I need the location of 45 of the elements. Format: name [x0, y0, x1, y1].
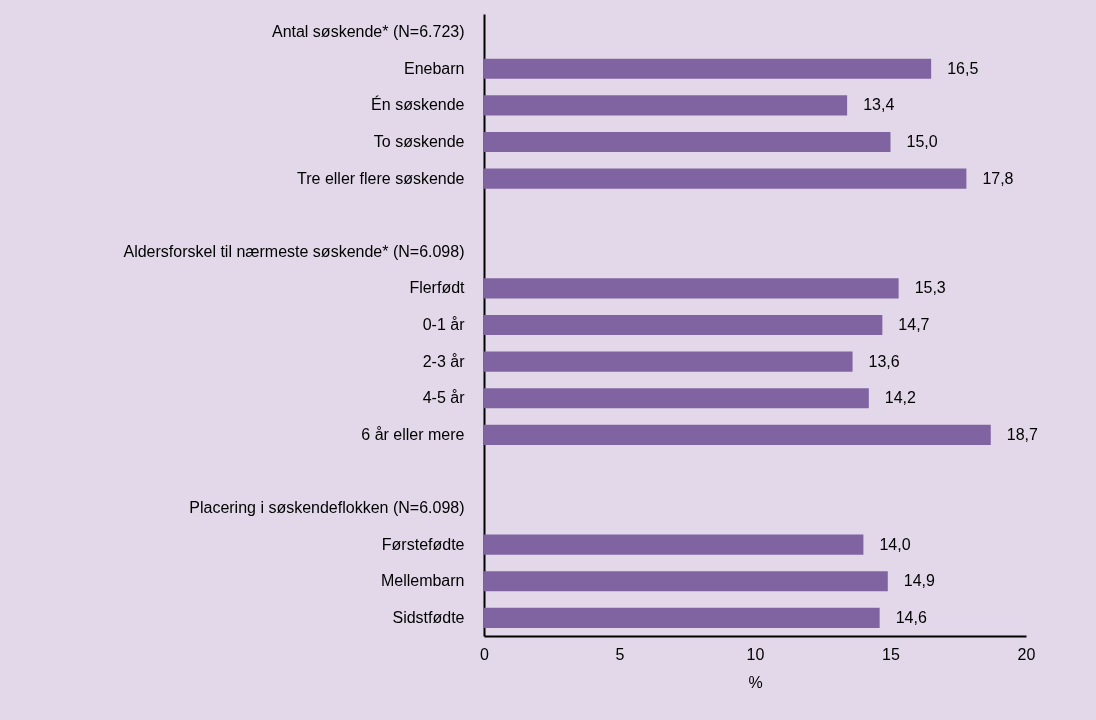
- y-tick-label: Én søskende: [371, 95, 465, 114]
- data-label: 14,6: [895, 608, 927, 626]
- y-tick-label: Sidstfødte: [392, 608, 465, 626]
- data-label: 17,8: [982, 169, 1014, 187]
- data-label: 15,3: [914, 279, 946, 297]
- y-tick-label: Aldersforskel til nærmeste søskende* (N=6.098): [123, 242, 465, 260]
- y-tick-label: 0-1 år: [422, 316, 466, 333]
- x-tick-label: 20: [1017, 645, 1036, 663]
- bar: [484, 168, 967, 189]
- bar: [484, 95, 848, 116]
- y-tick-label: Antal søskende* (N=6.723): [271, 23, 465, 41]
- data-label: 15,0: [906, 132, 938, 150]
- x-tick-label: 15: [882, 645, 900, 663]
- x-tick-label: 10: [746, 645, 765, 663]
- bar: [484, 534, 864, 555]
- x-axis-title: %: [748, 673, 763, 691]
- data-label: 14,0: [879, 535, 911, 553]
- data-label: 13,6: [868, 352, 900, 370]
- data-label: 14,9: [903, 572, 936, 590]
- bar: [484, 131, 891, 153]
- y-tick-label: 4-5 år: [422, 389, 466, 407]
- y-tick-label: Placering i søskendeflokken (N=6.098): [189, 499, 465, 517]
- bar: [484, 351, 853, 372]
- bar: [484, 571, 888, 592]
- y-tick-label: Førstefødte: [381, 535, 465, 553]
- y-tick-label: 6 år eller mere: [361, 425, 465, 443]
- data-label: 14,2: [884, 389, 917, 407]
- y-tick-label: To søskende: [373, 132, 465, 150]
- y-tick-label: Enebarn: [404, 59, 465, 77]
- data-label: 14,7: [898, 316, 930, 333]
- y-tick-label: Tre eller flere søskende: [297, 169, 465, 187]
- x-tick-label: 0: [480, 645, 490, 663]
- bar: [484, 278, 899, 299]
- y-tick-label: Flerfødt: [409, 279, 466, 297]
- data-label: 18,7: [1006, 425, 1039, 443]
- data-label: 13,4: [863, 96, 895, 114]
- bar: [484, 58, 932, 79]
- y-tick-label: 2-3 år: [422, 352, 466, 370]
- bar: [484, 424, 991, 445]
- data-label: 16,5: [947, 59, 979, 77]
- bar: [484, 388, 869, 409]
- x-tick-label: 5: [615, 645, 625, 663]
- bar: [484, 607, 880, 628]
- bar: [484, 314, 883, 336]
- y-tick-label: Mellembarn: [380, 572, 465, 590]
